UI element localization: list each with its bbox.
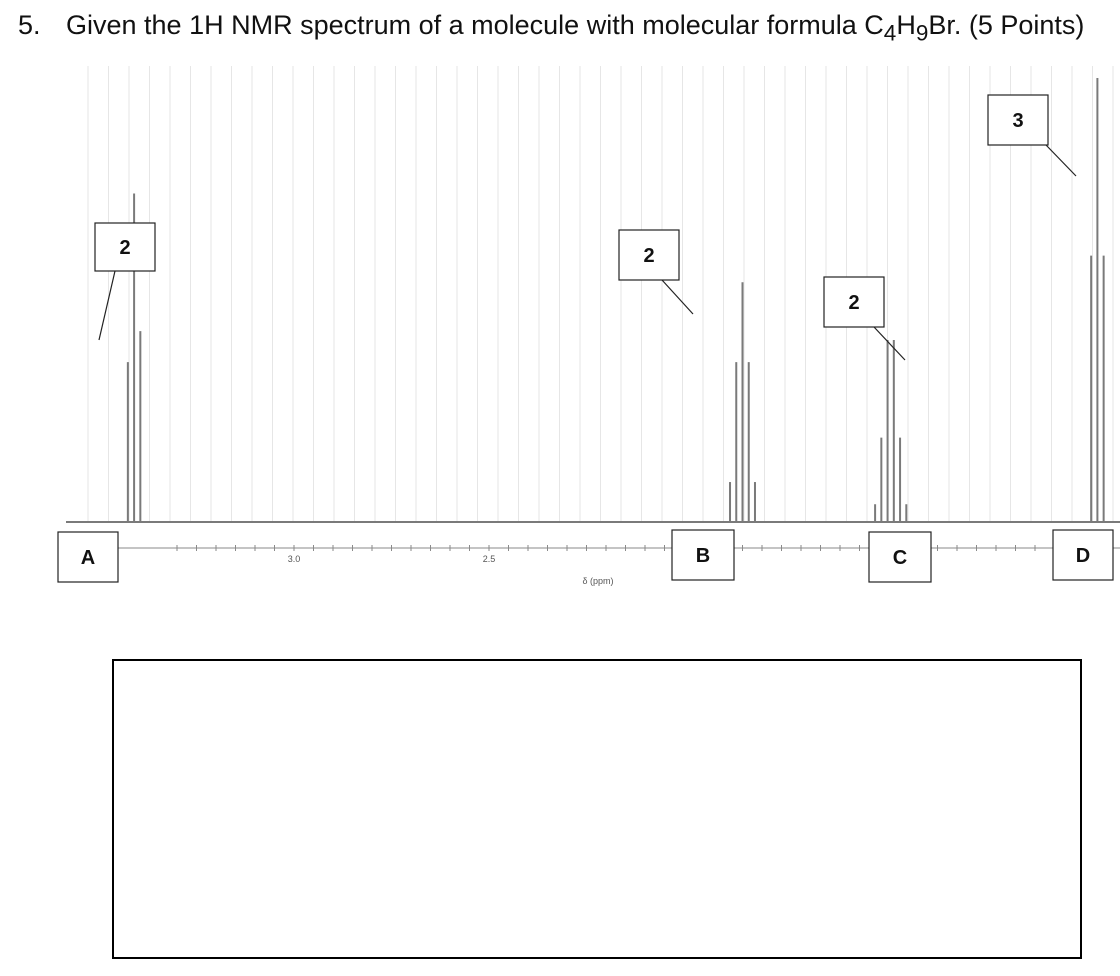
signal-label-c: C: [893, 547, 907, 569]
x-axis-label: δ (ppm): [582, 576, 613, 586]
chart-grid: [87, 66, 1114, 522]
integration-box-c: [823, 276, 885, 328]
integration-label-b: 2: [643, 245, 654, 267]
question-number: 5.: [18, 10, 41, 40]
answer-box[interactable]: [112, 659, 1082, 959]
signal-label-d: D: [1076, 545, 1090, 567]
question-text-after: Br. (5 Points): [928, 10, 1085, 40]
formula-subscript-h: 9: [915, 20, 929, 46]
tick-label-3.0: 3.0: [288, 554, 301, 564]
integration-pointer-b: [661, 279, 694, 315]
tick-label-2.5: 2.5: [483, 554, 496, 564]
integration-box-a: [94, 222, 156, 272]
signal-box-a: [57, 531, 119, 583]
spectrum-peaks: [126, 78, 1105, 522]
integration-label-c: 2: [848, 292, 859, 314]
integration-pointer-d: [1045, 144, 1077, 177]
question-text-mid: H: [896, 10, 916, 40]
integration-label-d: 3: [1012, 110, 1023, 132]
signal-box-d: [1052, 529, 1114, 581]
integration-label-a: 2: [119, 237, 130, 259]
integration-box-b: [618, 229, 680, 281]
integration-pointer-a: [98, 270, 116, 341]
question-text: 5. Given the 1H NMR spectrum of a molecul…: [18, 10, 1084, 46]
signal-label-b: B: [696, 545, 710, 567]
formula-subscript-c: 4: [883, 20, 897, 46]
question-text-before: Given the 1H NMR spectrum of a molecule …: [66, 10, 884, 40]
signal-box-c: [868, 531, 932, 583]
signal-label-a: A: [81, 547, 95, 569]
signal-box-b: [671, 529, 735, 581]
integration-box-d: [987, 94, 1049, 146]
integration-pointer-c: [873, 326, 906, 361]
annotations: 2 A 2 B 2 C 3 D: [57, 94, 1114, 583]
